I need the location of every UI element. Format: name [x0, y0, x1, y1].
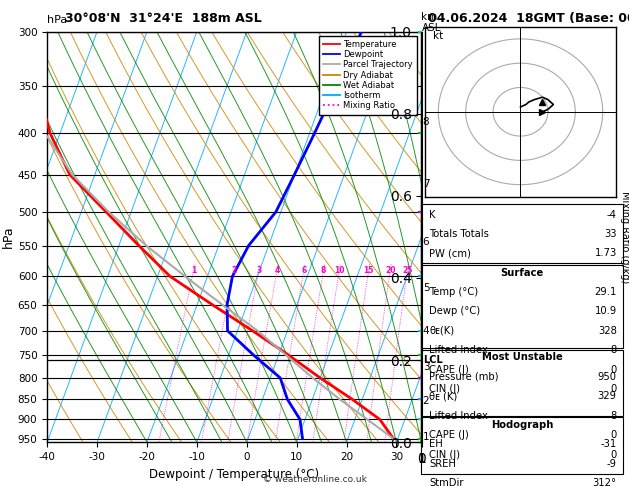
Text: 2: 2	[423, 397, 430, 406]
Text: Surface: Surface	[501, 267, 543, 278]
Text: 312°: 312°	[593, 478, 616, 486]
Text: 0: 0	[610, 430, 616, 440]
Bar	[421, 204, 623, 263]
Bar	[421, 265, 623, 348]
Text: Pressure (mb): Pressure (mb)	[430, 372, 499, 382]
Text: PW (cm): PW (cm)	[430, 248, 471, 259]
Text: 10.9: 10.9	[594, 306, 616, 316]
Text: StmDir: StmDir	[430, 478, 464, 486]
Text: 29.1: 29.1	[594, 287, 616, 297]
Text: 328: 328	[598, 326, 616, 336]
Text: 04.06.2024  18GMT (Base: 00): 04.06.2024 18GMT (Base: 00)	[428, 12, 629, 25]
Text: hPa: hPa	[47, 15, 67, 25]
Text: 3: 3	[256, 266, 262, 275]
Text: EH: EH	[430, 439, 443, 450]
Text: 3: 3	[423, 362, 430, 372]
Text: Totals Totals: Totals Totals	[430, 229, 489, 239]
Text: Hodograph: Hodograph	[491, 420, 554, 430]
Text: 15: 15	[364, 266, 374, 275]
Text: 20: 20	[385, 266, 396, 275]
Text: 1.73: 1.73	[594, 248, 616, 259]
Text: Lifted Index: Lifted Index	[430, 411, 488, 421]
Text: Mixing Ratio (g/kg): Mixing Ratio (g/kg)	[620, 191, 629, 283]
Text: 329: 329	[598, 391, 616, 401]
Text: kt: kt	[433, 31, 443, 41]
Text: 6: 6	[423, 237, 430, 247]
Text: 30°08'N  31°24'E  188m ASL: 30°08'N 31°24'E 188m ASL	[65, 12, 262, 25]
Text: 8: 8	[321, 266, 326, 275]
Text: LCL: LCL	[423, 355, 442, 365]
Bar	[421, 350, 623, 416]
Text: 0: 0	[610, 364, 616, 375]
Text: -31: -31	[601, 439, 616, 450]
Text: 8: 8	[423, 118, 430, 127]
Text: 2: 2	[231, 266, 237, 275]
Text: 7: 7	[423, 179, 430, 189]
Text: 4: 4	[423, 326, 430, 336]
Text: 1: 1	[191, 266, 196, 275]
Text: 4: 4	[274, 266, 280, 275]
Text: -4: -4	[607, 209, 616, 220]
Text: 33: 33	[604, 229, 616, 239]
Text: 5: 5	[423, 283, 430, 293]
Text: Dewp (°C): Dewp (°C)	[430, 306, 481, 316]
Text: 0: 0	[610, 450, 616, 460]
Text: Temp (°C): Temp (°C)	[430, 287, 479, 297]
Text: CIN (J): CIN (J)	[430, 450, 460, 460]
Text: CAPE (J): CAPE (J)	[430, 364, 469, 375]
Text: © weatheronline.co.uk: © weatheronline.co.uk	[262, 475, 367, 484]
Text: 0: 0	[610, 384, 616, 394]
Text: -9: -9	[607, 459, 616, 469]
Text: 25: 25	[402, 266, 413, 275]
Legend: Temperature, Dewpoint, Parcel Trajectory, Dry Adiabat, Wet Adiabat, Isotherm, Mi: Temperature, Dewpoint, Parcel Trajectory…	[320, 36, 417, 115]
Text: CAPE (J): CAPE (J)	[430, 430, 469, 440]
Text: SREH: SREH	[430, 459, 457, 469]
Text: 6: 6	[301, 266, 306, 275]
Text: θᴇ (K): θᴇ (K)	[430, 391, 458, 401]
Text: 8: 8	[610, 345, 616, 355]
Text: 8: 8	[610, 411, 616, 421]
Text: km
ASL: km ASL	[421, 12, 441, 33]
Text: Most Unstable: Most Unstable	[482, 352, 562, 363]
Text: K: K	[430, 209, 436, 220]
Text: 10: 10	[334, 266, 345, 275]
X-axis label: Dewpoint / Temperature (°C): Dewpoint / Temperature (°C)	[149, 468, 320, 481]
Text: CIN (J): CIN (J)	[430, 384, 460, 394]
Y-axis label: hPa: hPa	[2, 226, 15, 248]
Bar	[421, 417, 623, 474]
Text: θᴇ(K): θᴇ(K)	[430, 326, 455, 336]
Text: Lifted Index: Lifted Index	[430, 345, 488, 355]
Text: 950: 950	[598, 372, 616, 382]
Text: 1: 1	[423, 432, 430, 442]
